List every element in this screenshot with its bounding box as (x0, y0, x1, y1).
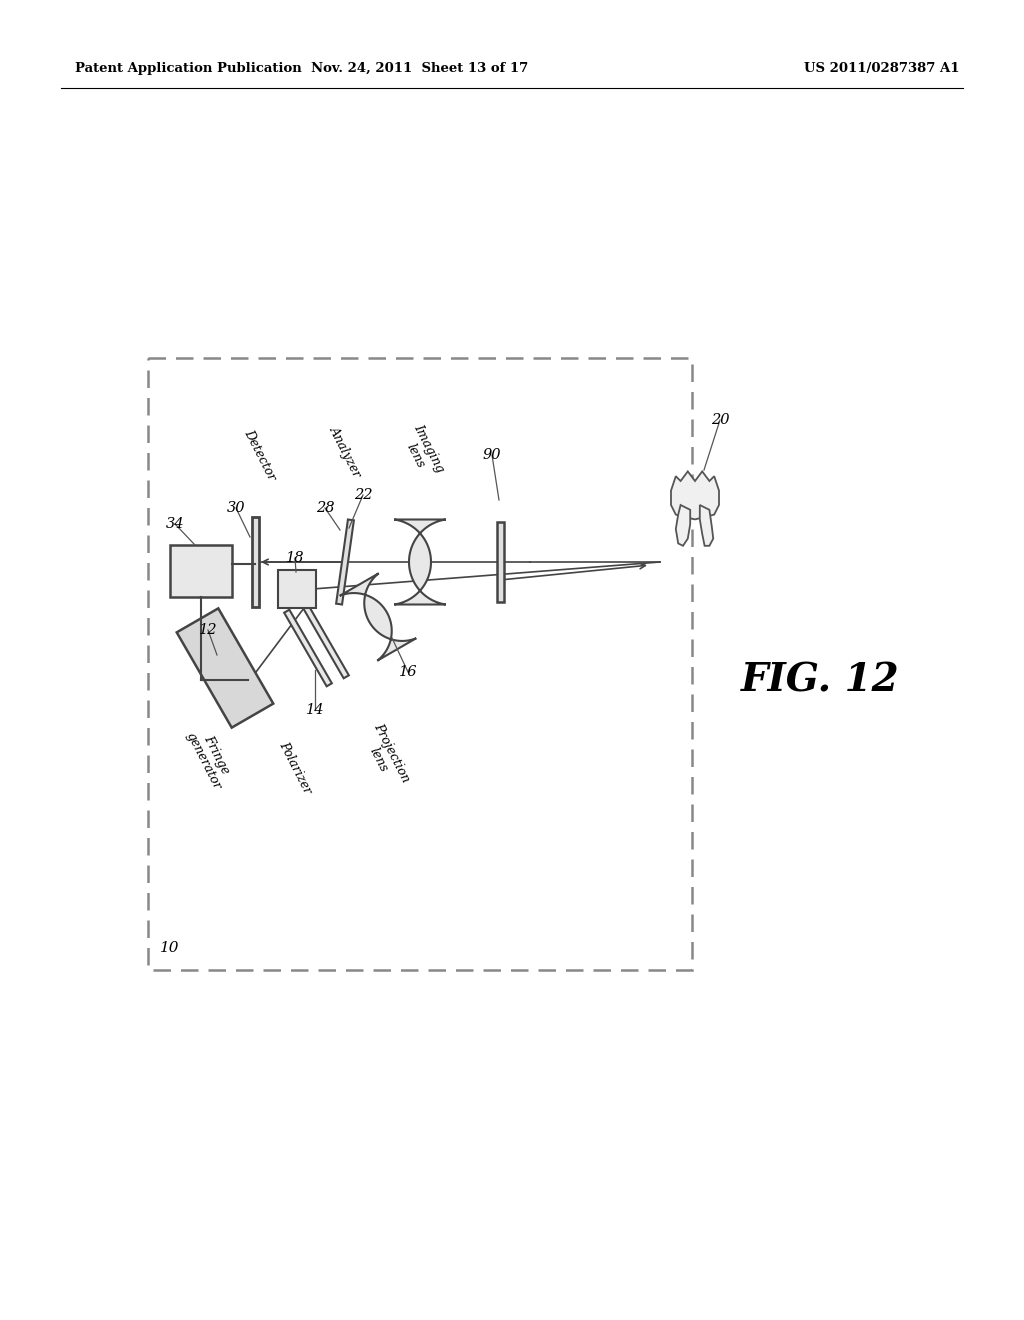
Text: Detector: Detector (242, 428, 279, 483)
Polygon shape (394, 520, 445, 605)
Polygon shape (497, 521, 504, 602)
Text: Patent Application Publication: Patent Application Publication (75, 62, 302, 75)
Bar (148, 358, 692, 970)
Polygon shape (676, 506, 690, 545)
Text: FIG. 12: FIG. 12 (740, 661, 899, 700)
Text: US 2011/0287387 A1: US 2011/0287387 A1 (805, 62, 961, 75)
Polygon shape (177, 609, 273, 727)
Text: 22: 22 (353, 488, 373, 502)
Text: Analyzer: Analyzer (327, 424, 364, 479)
Text: 14: 14 (306, 704, 325, 717)
Polygon shape (252, 517, 258, 607)
Polygon shape (671, 471, 719, 519)
Polygon shape (699, 506, 714, 545)
Text: 20: 20 (711, 413, 729, 426)
Text: Polarizer: Polarizer (276, 739, 313, 796)
Text: 28: 28 (315, 502, 334, 515)
Polygon shape (301, 602, 349, 678)
Polygon shape (340, 573, 416, 661)
Bar (278, 570, 316, 609)
Text: 90: 90 (482, 447, 502, 462)
Bar (170, 545, 232, 597)
Text: Nov. 24, 2011  Sheet 13 of 17: Nov. 24, 2011 Sheet 13 of 17 (311, 62, 528, 75)
Text: 30: 30 (226, 502, 246, 515)
Text: 12: 12 (199, 623, 217, 638)
Text: 34: 34 (166, 517, 184, 531)
Text: 10: 10 (160, 941, 179, 954)
Text: Fringe
generator: Fringe generator (183, 723, 237, 792)
Text: 16: 16 (398, 665, 417, 678)
Polygon shape (336, 520, 354, 605)
Text: Imaging
lens: Imaging lens (397, 422, 446, 482)
Polygon shape (284, 610, 332, 686)
Text: Projection
lens: Projection lens (357, 721, 412, 791)
Text: 18: 18 (286, 550, 304, 565)
